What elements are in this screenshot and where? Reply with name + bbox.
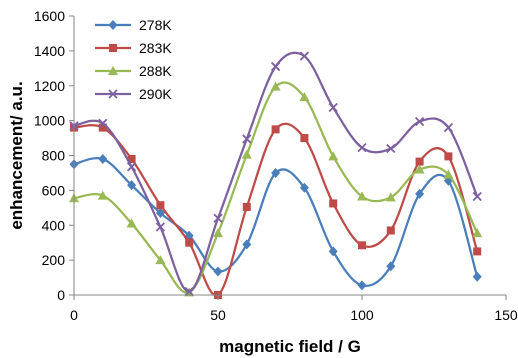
legend-entry: 290K	[95, 86, 172, 102]
data-point	[443, 169, 454, 179]
series-283K	[70, 122, 482, 299]
legend: 278K 283K 288K 290K	[95, 17, 172, 102]
x-axis-title: magnetic field / G	[219, 337, 361, 356]
series-288K	[69, 81, 483, 297]
data-point	[329, 199, 338, 208]
data-point	[241, 149, 252, 159]
data-point	[443, 122, 454, 133]
data-point	[98, 118, 108, 128]
legend-label: 288K	[139, 63, 172, 79]
y-tick-label: 200	[42, 252, 66, 268]
legend-marker	[109, 44, 117, 52]
data-point	[386, 226, 395, 235]
legend-entry: 288K	[95, 63, 172, 79]
data-point	[155, 255, 166, 265]
y-tick-label: 400	[42, 217, 66, 233]
data-point	[155, 208, 165, 219]
y-axis-title: enhancement/ a.u.	[7, 81, 26, 229]
y-tick-label: 800	[42, 148, 66, 164]
data-point	[98, 153, 108, 164]
data-point	[472, 228, 483, 238]
data-point	[127, 180, 137, 191]
legend-marker	[108, 89, 118, 99]
y-tick-label: 0	[57, 287, 65, 303]
data-point	[357, 191, 367, 201]
legend-marker	[108, 66, 118, 75]
data-point	[328, 246, 338, 257]
data-point	[358, 241, 366, 250]
data-point	[414, 164, 425, 174]
data-point	[97, 190, 108, 200]
data-point	[386, 261, 396, 272]
legend-entry: 278K	[95, 17, 172, 33]
data-point	[473, 247, 482, 256]
data-point	[299, 182, 309, 193]
data-point	[472, 191, 482, 202]
series-line	[73, 51, 479, 293]
data-point	[415, 188, 425, 199]
x-tick-label: 100	[350, 307, 374, 323]
data-point	[213, 228, 223, 238]
legend-entry: 283K	[95, 40, 172, 56]
data-point	[270, 61, 281, 72]
legend-marker	[108, 20, 118, 30]
series-278K	[69, 153, 482, 291]
data-point	[385, 192, 396, 202]
data-point	[271, 125, 280, 134]
x-tick-label: 50	[210, 307, 226, 323]
data-point	[415, 157, 424, 166]
series-line	[73, 122, 479, 297]
data-point	[242, 239, 252, 250]
y-tick-label: 1000	[34, 113, 65, 129]
legend-label: 290K	[139, 86, 172, 102]
legend-label: 283K	[139, 40, 172, 56]
data-point	[357, 280, 367, 291]
data-point	[242, 202, 251, 211]
y-tick-label: 600	[42, 182, 66, 198]
data-point	[300, 134, 309, 143]
data-point	[155, 222, 166, 232]
data-point	[271, 167, 281, 178]
data-point	[213, 213, 223, 223]
data-point	[357, 143, 367, 153]
data-point	[386, 143, 396, 154]
data-point	[156, 201, 165, 210]
data-point	[299, 92, 310, 102]
data-point	[299, 51, 310, 61]
plot-area	[69, 51, 483, 299]
data-point	[98, 123, 107, 132]
legend-label: 278K	[139, 17, 172, 33]
data-point	[242, 134, 252, 144]
data-point	[328, 151, 339, 161]
data-point	[185, 238, 194, 247]
data-point	[126, 162, 137, 172]
y-tick-label: 1600	[34, 8, 65, 24]
y-tick-label: 1400	[34, 43, 65, 59]
data-point	[184, 286, 194, 297]
x-tick-label: 0	[70, 307, 78, 323]
y-tick-label: 1200	[34, 78, 65, 94]
data-point	[414, 116, 425, 127]
data-point	[126, 218, 137, 228]
axes: 0 200 400 600 800 1000 1200 1400 1600 0 50 100 150 ma…	[7, 8, 518, 356]
data-point	[328, 102, 338, 113]
data-point	[444, 152, 453, 161]
data-point	[213, 266, 223, 277]
data-point	[127, 154, 136, 163]
x-tick-label: 150	[494, 307, 518, 323]
data-point	[472, 271, 482, 282]
data-point	[270, 81, 281, 91]
